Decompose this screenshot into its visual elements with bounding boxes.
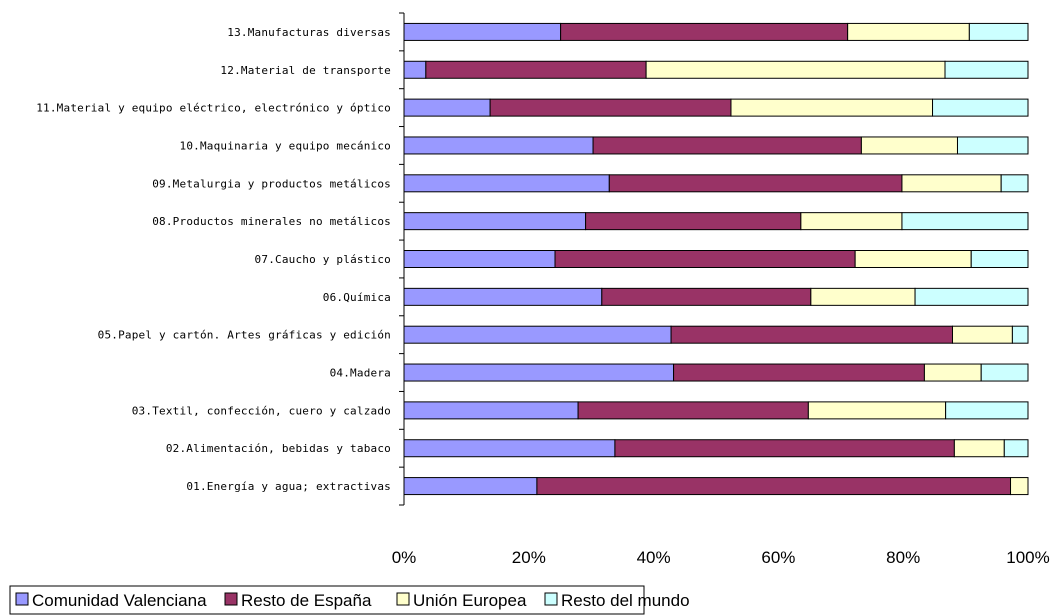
x-tick-label: 60% <box>761 548 795 567</box>
legend-label-1: Comunidad Valenciana <box>32 591 207 610</box>
bar-segment-6-3 <box>810 287 916 306</box>
category-label-1: 01.Energía y agua; extractivas <box>186 480 391 493</box>
category-label-9: 09.Metalurgia y productos metálicos <box>152 177 391 190</box>
bar-segment-7-1 <box>403 250 556 268</box>
category-label-2: 02.Alimentación, bebidas y tabaco <box>166 442 391 455</box>
bar-segment-12-1 <box>403 60 427 79</box>
category-label-3: 03.Textil, confección, cuero y calzado <box>132 404 391 417</box>
bar-segment-3-2 <box>577 401 809 420</box>
category-label-11: 11.Material y equipo eléctrico, electrón… <box>36 102 391 115</box>
bar-segment-12-2 <box>425 60 647 79</box>
bar-segment-9-2 <box>608 174 903 193</box>
bar-segment-5-2 <box>670 325 953 344</box>
bar-segment-2-2 <box>614 439 955 458</box>
category-label-8: 08.Productos minerales no metálicos <box>152 215 391 228</box>
bar-segment-12-4 <box>944 60 1029 79</box>
bar-segment-10-3 <box>860 136 958 155</box>
bar-segment-11-2 <box>489 98 732 117</box>
bar-segment-4-2 <box>673 363 925 382</box>
legend-swatch-1 <box>15 592 29 606</box>
category-label-6: 06.Química <box>323 291 391 304</box>
bar-segment-11-4 <box>932 98 1029 117</box>
bar-segment-1-3 <box>1010 477 1029 496</box>
x-tick-label: 20% <box>512 548 546 567</box>
bar-segment-7-2 <box>554 250 856 268</box>
category-label-5: 05.Papel y cartón. Artes gráficas y edic… <box>98 329 391 342</box>
bar-segment-13-2 <box>560 22 849 41</box>
x-tick-label: 40% <box>637 548 671 567</box>
bar-segment-2-3 <box>953 439 1005 458</box>
bar-segment-13-3 <box>847 22 970 41</box>
legend-label-2: Resto de España <box>241 591 372 610</box>
bar-segment-6-2 <box>601 287 812 306</box>
bar-segment-13-4 <box>968 22 1029 41</box>
bar-segment-11-1 <box>403 98 491 117</box>
bar-segment-8-4 <box>901 212 1029 231</box>
bar-segment-9-1 <box>403 174 610 193</box>
bar-segment-1-2 <box>536 477 1012 496</box>
bar-segment-6-4 <box>914 287 1029 306</box>
bar-segment-11-3 <box>730 98 934 117</box>
x-tick-labels: 0% 20% 40% 60% 80% 100% <box>392 548 1050 567</box>
bar-segment-3-1 <box>403 401 579 420</box>
bar-segment-2-4 <box>1003 439 1029 458</box>
legend: Comunidad Valenciana Resto de España Unión… <box>9 585 690 615</box>
legend-label-3: Unión Europea <box>413 591 527 610</box>
category-labels: 01.Energía y agua; extractivas 02.Aliment… <box>36 26 391 493</box>
bar-segment-13-1 <box>403 22 562 41</box>
bar-segment-4-3 <box>923 363 982 382</box>
bar-segment-7-3 <box>854 250 972 268</box>
bar-segment-5-1 <box>403 325 672 344</box>
category-label-13: 13.Manufacturas diversas <box>227 26 391 39</box>
bar-segment-4-4 <box>980 363 1029 382</box>
bar-segment-3-3 <box>807 401 947 420</box>
x-tick-label: 0% <box>392 548 417 567</box>
bar-segment-6-1 <box>403 287 603 306</box>
bar-segment-3-4 <box>945 401 1029 420</box>
x-tick-label: 100% <box>1006 548 1049 567</box>
bar-segment-8-2 <box>585 212 802 231</box>
category-label-12: 12.Material de transporte <box>220 64 391 77</box>
bar-segment-12-3 <box>645 60 946 79</box>
bar-segment-2-1 <box>403 439 616 458</box>
legend-label-4: Resto del mundo <box>561 591 690 610</box>
bar-segment-5-3 <box>951 325 1013 344</box>
legend-box <box>9 585 645 615</box>
bar-segment-10-1 <box>403 136 594 155</box>
bar-segment-10-4 <box>956 136 1029 155</box>
bar-segment-8-1 <box>403 212 587 231</box>
bar-segment-9-3 <box>901 174 1002 193</box>
bar-segment-8-3 <box>800 212 903 231</box>
category-label-10: 10.Maquinaria y equipo mecánico <box>180 139 392 152</box>
bar-segment-1-1 <box>403 477 538 496</box>
category-label-4: 04.Madera <box>330 367 391 380</box>
legend-swatch-4 <box>544 592 558 606</box>
bar-segment-7-4 <box>970 250 1029 268</box>
x-tick-label: 80% <box>886 548 920 567</box>
category-label-7: 07.Caucho y plástico <box>255 253 391 266</box>
bar-segment-5-4 <box>1011 325 1029 344</box>
bar-segment-10-2 <box>592 136 862 155</box>
bar-segment-4-1 <box>403 363 675 382</box>
legend-swatch-2 <box>224 592 238 606</box>
legend-swatch-3 <box>396 592 410 606</box>
axes <box>399 12 405 506</box>
bar-segment-9-4 <box>1000 174 1029 193</box>
bars-group <box>403 22 1029 496</box>
